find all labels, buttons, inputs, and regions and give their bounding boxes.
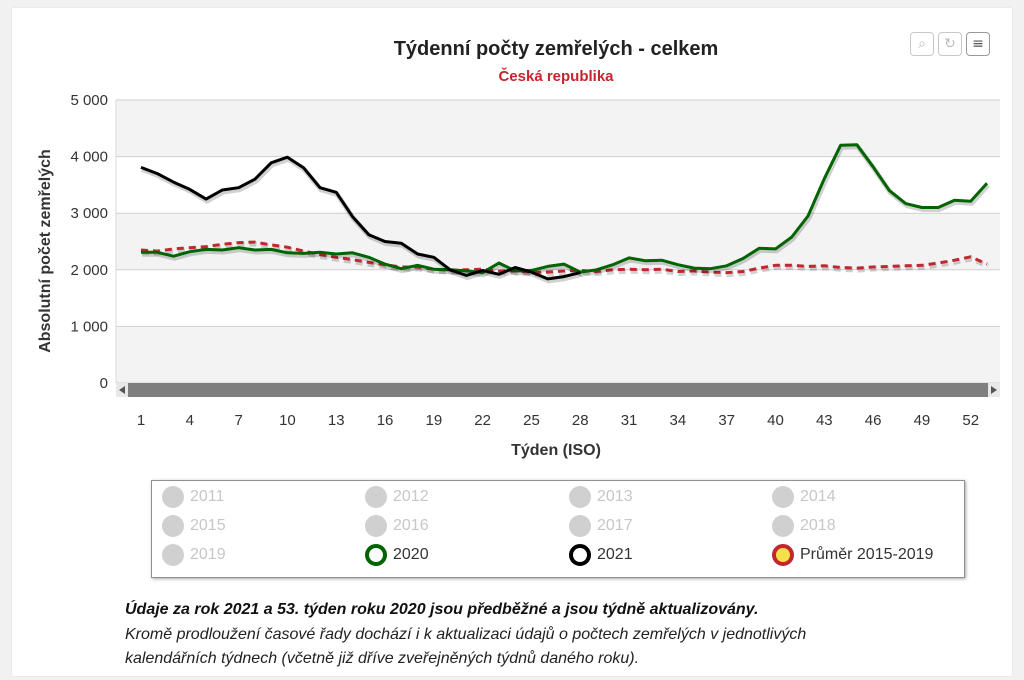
zoom-button[interactable]: ⌕ — [910, 32, 934, 56]
reset-button[interactable]: ↻ — [938, 32, 962, 56]
series-layer — [140, 143, 990, 284]
legend-item[interactable]: 2018 — [772, 515, 836, 537]
x-tick-label: 16 — [377, 412, 394, 429]
legend-symbol — [365, 544, 387, 566]
plot-band — [116, 326, 1000, 383]
legend-label: 2021 — [597, 546, 633, 563]
x-tick-label: 43 — [816, 412, 833, 429]
legend-label: 2017 — [597, 517, 633, 534]
x-tick-label: 34 — [670, 412, 687, 429]
chart: 0 1 000 2 000 3 000 4 000 5 000 1 4 7 10 13 16 19 22… — [37, 38, 1000, 459]
note-line-2: kalendářních týdnech (včetně již dříve z… — [125, 650, 640, 667]
y-tick-label: 3 000 — [70, 205, 108, 222]
zoom-icon: ⌕ — [918, 36, 926, 52]
legend-label: 2015 — [190, 517, 226, 534]
reset-icon: ↻ — [944, 36, 956, 52]
arrow-left-icon — [119, 386, 125, 394]
legend-label: 2011 — [190, 488, 225, 505]
chart-title: Týdenní počty zemřelých - celkem — [394, 38, 719, 60]
scrollbar[interactable] — [116, 383, 1000, 397]
plot-band — [116, 213, 1000, 270]
legend-label: 2013 — [597, 488, 633, 505]
x-tick-label: 49 — [914, 412, 931, 429]
x-tick-label: 46 — [865, 412, 882, 429]
legend-symbol — [772, 486, 794, 508]
y-axis-title: Absolutní počet zemřelých — [37, 149, 54, 353]
legend-item[interactable]: 2017 — [569, 515, 633, 537]
x-tick-label: 31 — [621, 412, 638, 429]
legend-symbol — [772, 515, 794, 537]
legend-symbol — [162, 486, 184, 508]
series-shadow — [141, 241, 990, 278]
legend-label: 2016 — [393, 517, 429, 534]
x-tick-label: 7 — [234, 412, 242, 429]
series-line-2020[interactable] — [141, 143, 989, 275]
chart-subtitle: Česká republika — [498, 67, 614, 85]
x-tick-label: 4 — [186, 412, 194, 429]
x-axis-title: Týden (ISO) — [511, 442, 601, 459]
chart-card: 0 1 000 2 000 3 000 4 000 5 000 1 4 7 10 13 16 19 22… — [12, 8, 1012, 676]
x-tick-label: 28 — [572, 412, 589, 429]
legend-symbol — [569, 544, 591, 566]
menu-icon: ≡ — [972, 36, 984, 52]
legend-item[interactable]: 2014 — [772, 486, 836, 508]
legend-symbol — [772, 544, 794, 566]
x-tick-label: 37 — [718, 412, 735, 429]
arrow-right-icon — [991, 386, 997, 394]
y-tick-label: 0 — [100, 375, 108, 392]
legend-item[interactable]: 2011 — [162, 486, 224, 508]
note-line-1: Kromě prodloužení časové řady dochází i … — [125, 626, 807, 643]
legend-label: 2018 — [800, 517, 836, 534]
legend-symbol — [569, 486, 591, 508]
legend-label: 2020 — [393, 546, 429, 563]
scrollbar-track[interactable] — [116, 383, 1000, 397]
legend-item[interactable]: 2019 — [162, 544, 226, 566]
legend-label: Průměr 2015-2019 — [800, 546, 934, 563]
x-tick-label: 13 — [328, 412, 345, 429]
legend-item[interactable]: 2020 — [365, 544, 429, 566]
legend-label: 2019 — [190, 546, 226, 563]
legend-item[interactable]: 2015 — [162, 515, 226, 537]
legend-item[interactable]: 2012 — [365, 486, 429, 508]
x-tick-label: 1 — [137, 412, 145, 429]
x-tick-label: 25 — [523, 412, 540, 429]
plot-bands — [116, 100, 1000, 383]
menu-button[interactable]: ≡ — [966, 32, 990, 56]
note-bold: Údaje za rok 2021 a 53. týden roku 2020 … — [125, 601, 759, 618]
legend-item[interactable]: 2016 — [365, 515, 429, 537]
x-tick-label: 52 — [962, 412, 979, 429]
x-tick-label: 40 — [767, 412, 784, 429]
legend-symbol — [162, 544, 184, 566]
legend-symbol — [569, 515, 591, 537]
legend-symbol — [365, 486, 387, 508]
x-tick-label: 19 — [426, 412, 443, 429]
legend-symbol — [365, 515, 387, 537]
legend: 2011 2012 2013 2014 2015 2016 2017 2018 2019 2020… — [151, 480, 965, 578]
series-line-2021[interactable] — [140, 155, 581, 281]
x-tick-label: 22 — [474, 412, 491, 429]
legend-symbol — [162, 515, 184, 537]
y-tick-label: 4 000 — [70, 149, 108, 166]
legend-label: 2014 — [800, 488, 836, 505]
legend-item[interactable]: Průměr 2015-2019 — [772, 544, 933, 566]
x-tick-label: 10 — [279, 412, 296, 429]
legend-label: 2012 — [393, 488, 429, 505]
series-line-pr-m-r-2015-2019[interactable] — [140, 240, 988, 275]
legend-item[interactable]: 2013 — [569, 486, 633, 508]
y-tick-labels: 0 1 000 2 000 3 000 4 000 5 000 — [70, 92, 108, 392]
plot-band — [116, 100, 1000, 157]
y-tick-label: 5 000 — [70, 92, 108, 109]
y-tick-label: 2 000 — [70, 262, 108, 279]
legend-item[interactable]: 2021 — [569, 544, 633, 566]
x-tick-labels: 1 4 7 10 13 16 19 22 25 28 31 34 37 40 43 46 49 52 — [137, 412, 979, 429]
y-tick-label: 1 000 — [70, 318, 108, 335]
